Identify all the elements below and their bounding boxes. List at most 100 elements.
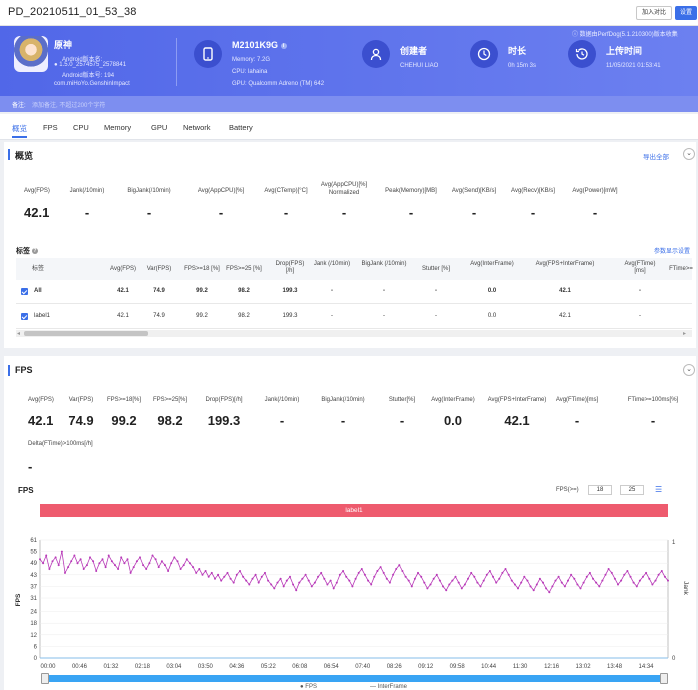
collapse-overview-icon[interactable]: ⌄: [683, 148, 695, 160]
column-header[interactable]: FPS>=25 [%]: [226, 266, 262, 272]
fps-point: [470, 571, 473, 574]
column-header[interactable]: Drop(FPS) [/h]: [275, 261, 305, 274]
column-header[interactable]: 标签: [32, 266, 45, 272]
fps-point: [248, 583, 251, 586]
column-header[interactable]: Avg(FTime) [ms]: [624, 261, 656, 274]
row-checkbox[interactable]: [21, 313, 28, 320]
page-title: PD_20210511_01_53_38: [8, 6, 137, 18]
stat-value: 74.9: [68, 413, 94, 428]
column-header[interactable]: FTime>=: [669, 266, 693, 272]
stat-value: -: [279, 413, 285, 428]
table-cell: 199.3: [282, 288, 298, 294]
fps-point: [226, 571, 229, 574]
tab-fps[interactable]: FPS: [43, 123, 58, 132]
note-label: 备注:: [12, 103, 26, 109]
fps-point: [89, 556, 91, 559]
fps-point: [457, 581, 460, 584]
fps-threshold-input-2[interactable]: 25: [620, 485, 644, 495]
column-header[interactable]: Avg(FPS): [110, 266, 136, 272]
stat-value: 0.0: [443, 413, 463, 428]
scroll-left-icon[interactable]: ◂: [17, 331, 21, 337]
chart-options-icon[interactable]: ☰: [655, 485, 663, 494]
fps-point: [148, 562, 151, 565]
fps-point: [582, 581, 585, 584]
fps-point: [635, 585, 638, 588]
perfdog-version: ⓘ 数据由PerfDog(5.1.210300)版本收集: [572, 32, 678, 38]
fps-point: [376, 570, 379, 572]
table-scroll-thumb[interactable]: [24, 331, 148, 336]
fps-point: [535, 583, 538, 586]
range-handle-right[interactable]: [660, 673, 668, 684]
table-cell: 98.2: [238, 288, 250, 294]
fps-threshold-input-1[interactable]: 18: [588, 485, 612, 495]
tab-gpu[interactable]: GPU: [151, 123, 168, 132]
x-tick-label: 11:30: [513, 664, 528, 670]
fps-point: [607, 568, 610, 570]
fps-point: [632, 581, 635, 584]
fps-point: [660, 570, 663, 572]
column-header[interactable]: Stutter [%]: [421, 266, 450, 272]
tab-battery[interactable]: Battery: [229, 123, 253, 132]
time-range-slider[interactable]: [44, 675, 668, 682]
legend-fps[interactable]: ● FPS: [300, 684, 317, 690]
column-header[interactable]: FPS>=18 [%]: [184, 266, 220, 272]
fps-point: [363, 573, 366, 576]
tab-memory[interactable]: Memory: [104, 123, 132, 132]
fps-point: [304, 573, 307, 576]
stat-label: Drop(FPS)[/h]: [205, 397, 243, 403]
column-settings-link[interactable]: 参数显示设置: [654, 249, 691, 255]
fps-point: [326, 583, 329, 586]
x-tick-label: 06:08: [292, 664, 308, 670]
collapse-fps-icon[interactable]: ⌄: [683, 364, 695, 376]
label-band[interactable]: label1: [40, 504, 668, 517]
tab-overview[interactable]: 概览: [12, 124, 27, 138]
fps-point: [270, 583, 273, 586]
fps-point: [42, 562, 45, 565]
tab-network[interactable]: Network: [183, 123, 211, 132]
column-header[interactable]: Avg(InterFrame): [470, 261, 514, 267]
tab-cpu[interactable]: CPU: [73, 123, 89, 132]
fps-point: [548, 591, 551, 594]
column-header[interactable]: BigJank (/10min): [361, 261, 407, 267]
fps-point: [51, 560, 54, 563]
scroll-right-icon[interactable]: ▸: [683, 331, 687, 337]
help-icon[interactable]: ?: [31, 248, 38, 255]
fps-section-title: FPS: [15, 365, 33, 375]
fps-point: [460, 587, 463, 590]
fps-point: [64, 571, 66, 574]
fps-point: [513, 583, 516, 586]
row-checkbox[interactable]: [21, 288, 28, 295]
column-header[interactable]: Var(FPS): [146, 266, 172, 272]
fps-point: [423, 581, 426, 584]
column-header[interactable]: Jank (/10min): [313, 261, 351, 267]
table-cell: -: [383, 313, 385, 319]
fps-point: [254, 573, 257, 576]
info-icon[interactable]: i: [280, 42, 287, 49]
table-cell: -: [639, 313, 641, 319]
y2-tick-label: 1: [672, 540, 676, 546]
y-tick-label: 31: [30, 596, 37, 602]
fps-point: [657, 573, 660, 576]
table-cell: -: [435, 288, 437, 294]
fps-point: [388, 581, 391, 584]
fps-point: [110, 560, 113, 563]
fps-point: [354, 577, 357, 580]
fps-point: [338, 573, 341, 576]
y-tick-label: 6: [34, 644, 38, 650]
column-header[interactable]: Avg(FPS+InterFrame): [535, 261, 595, 267]
compare-button[interactable]: 加入对比: [636, 6, 672, 20]
range-handle-left[interactable]: [41, 673, 49, 684]
fps-line-chart: 61 55 49 43 37 31 24 18 12 6 0 1 0 FPS Jank 00:00 00:46 0…: [15, 538, 689, 670]
legend-interframe[interactable]: — InterFrame: [370, 684, 408, 690]
overview-panel: [4, 142, 696, 348]
table-scrollbar[interactable]: [16, 330, 692, 337]
fps-point: [79, 558, 82, 561]
stat-value: -: [592, 205, 598, 220]
note-input[interactable]: 添加备注, 不超过200个字符: [32, 103, 106, 109]
fps-point: [292, 583, 295, 586]
settings-button[interactable]: 设置: [675, 6, 697, 20]
export-all-link[interactable]: 导出全部: [643, 154, 669, 161]
fps-point: [217, 573, 220, 576]
fps-point: [598, 585, 601, 588]
fps-point: [626, 570, 629, 572]
